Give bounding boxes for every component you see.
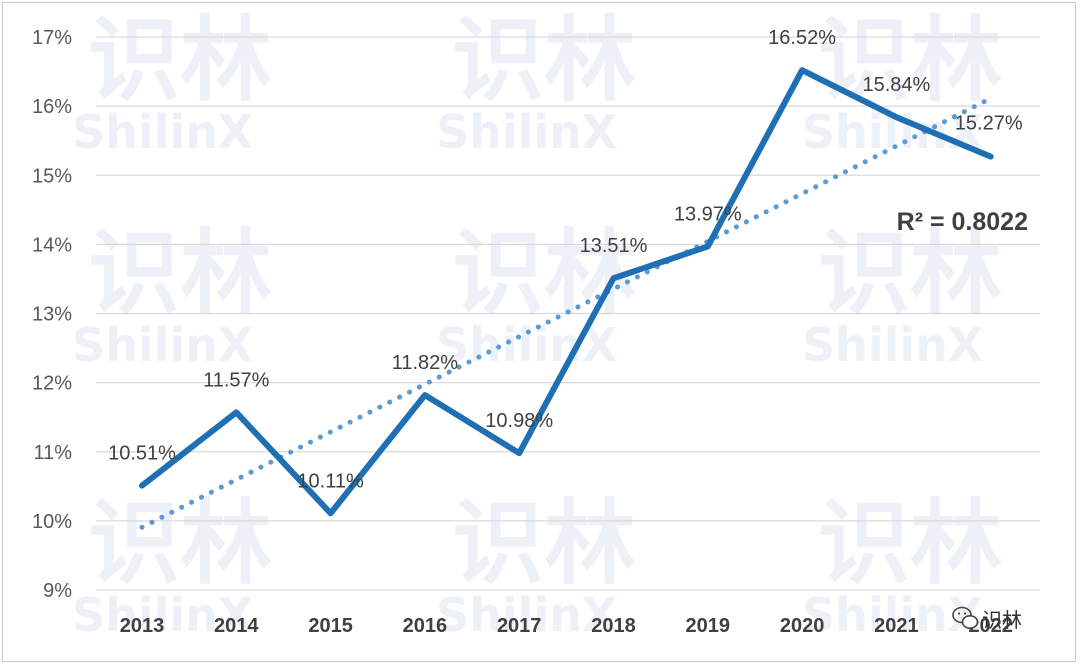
watermark-brand-text: ShilinX <box>72 105 253 159</box>
gridlines <box>96 36 1040 591</box>
x-tick-label: 2016 <box>403 615 448 637</box>
x-tick-label: 2019 <box>686 615 731 637</box>
y-tick-label: 13% <box>32 304 72 326</box>
watermark-logo-text: 识林 <box>818 7 1002 114</box>
watermark-brand-text: ShilinX <box>72 588 253 642</box>
data-label: 10.51% <box>108 443 176 465</box>
watermark-logo-text: 识林 <box>452 490 636 597</box>
x-tick-label: 2015 <box>308 615 353 637</box>
data-label: 11.57% <box>203 369 270 391</box>
y-tick-label: 9% <box>43 580 72 602</box>
wechat-icon <box>952 606 979 629</box>
trendline <box>139 95 994 530</box>
x-tick-label: 2021 <box>874 615 919 637</box>
corner-badge-text: 识林 <box>982 608 1022 632</box>
y-tick-label: 14% <box>32 234 72 256</box>
watermark-logo-text: 识林 <box>88 220 272 327</box>
trendline-path <box>139 95 994 530</box>
x-tick-label: 2013 <box>120 615 165 637</box>
y-tick-label: 12% <box>32 373 72 395</box>
watermark-logo-text: 识林 <box>818 220 1002 327</box>
y-tick-label: 15% <box>32 165 72 187</box>
data-label: 10.11% <box>297 470 364 492</box>
y-tick-label: 16% <box>32 96 72 118</box>
data-labels: 10.51% 11.57% 10.11% 11.82% 10.98% 13.51% 13.9… <box>108 27 1023 492</box>
series-path <box>139 67 994 517</box>
y-tick-label: 11% <box>33 442 72 464</box>
y-tick-label: 10% <box>32 511 72 533</box>
corner-badge: 识林 <box>952 606 1022 632</box>
x-tick-label: 2014 <box>214 615 259 637</box>
watermark-brand-text: ShilinX <box>436 105 617 159</box>
data-label: 15.27% <box>955 113 1023 135</box>
data-label: 15.84% <box>862 74 930 96</box>
y-tick-label: 17% <box>32 27 72 49</box>
x-tick-label: 2017 <box>497 615 542 637</box>
data-label: 10.98% <box>485 410 553 432</box>
x-tick-label: 2018 <box>591 615 636 637</box>
r-squared-label: R² = 0.8022 <box>897 208 1028 236</box>
watermark-layer: 识林ShilinX识林ShilinX识林ShilinX识林ShilinX识林Sh… <box>72 7 1002 642</box>
watermark-brand-text: ShilinX <box>436 588 617 642</box>
watermark-brand-text: ShilinX <box>802 318 983 372</box>
x-axis-ticks: 2013 2014 2015 2016 2017 2018 2019 2020 2021 2022 <box>120 615 1013 637</box>
data-label: 16.52% <box>768 27 836 49</box>
series-line <box>139 67 994 517</box>
x-tick-label: 2022 <box>968 615 1013 637</box>
data-label: 13.97% <box>674 203 742 225</box>
watermark-logo-text: 识林 <box>88 7 272 114</box>
y-axis-ticks: 9% 10% 11% 12% 13% 14% 15% 16% 17% <box>32 27 72 602</box>
data-label: 13.51% <box>580 235 648 257</box>
watermark-logo-text: 识林 <box>452 220 636 327</box>
watermark-logo-text: 识林 <box>452 7 636 114</box>
data-label: 11.82% <box>392 352 459 374</box>
watermark-brand-text: ShilinX <box>72 318 253 372</box>
x-tick-label: 2020 <box>780 615 825 637</box>
watermark-logo-text: 识林 <box>818 490 1002 597</box>
